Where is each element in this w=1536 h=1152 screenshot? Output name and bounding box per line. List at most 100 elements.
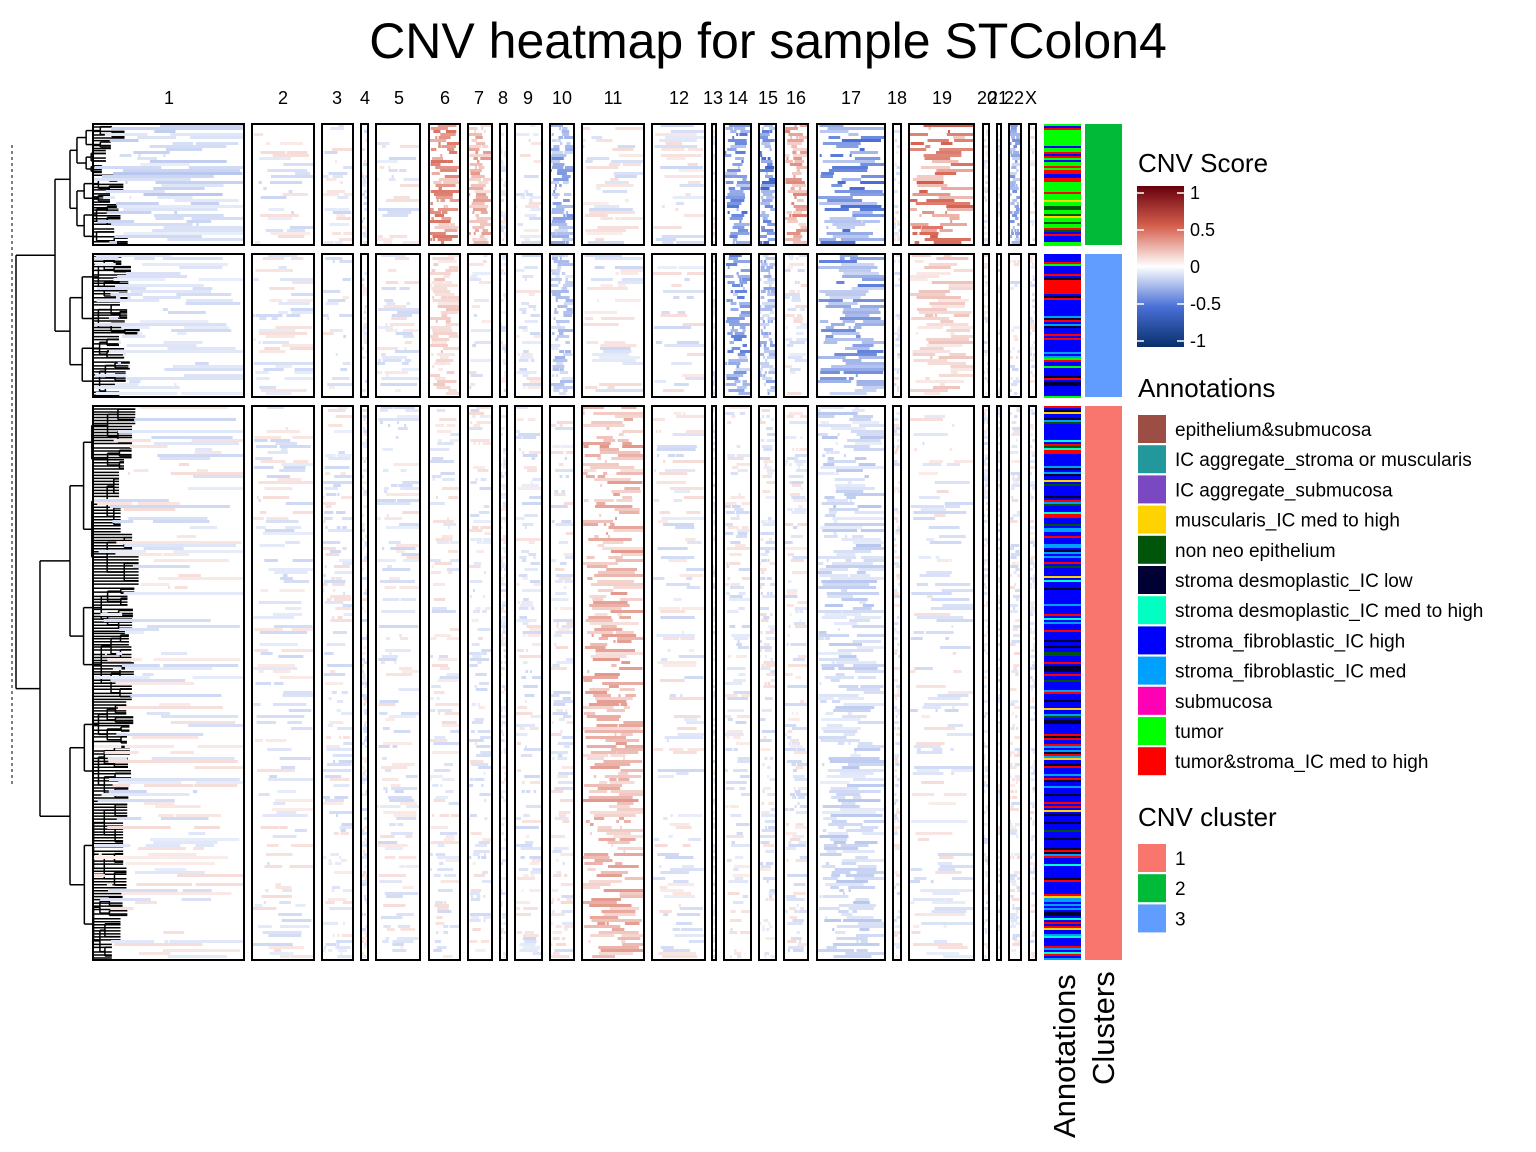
- heatmap-cell: [501, 607, 504, 610]
- heatmap-cell-group: [468, 254, 492, 389]
- heatmap-cell: [503, 223, 506, 226]
- heatmap-cell: [109, 241, 117, 244]
- heatmap-cell: [561, 377, 574, 380]
- heatmap-cell: [1032, 196, 1035, 199]
- heatmap-cell: [949, 353, 966, 356]
- heatmap-cell: [479, 415, 486, 418]
- heatmap-cell: [435, 853, 446, 856]
- heatmap-cell: [474, 154, 479, 157]
- heatmap-cell: [473, 199, 485, 202]
- heatmap-cell: [324, 946, 327, 949]
- heatmap-cell: [861, 175, 885, 178]
- heatmap-cell: [500, 223, 504, 226]
- heatmap-cell: [530, 356, 534, 359]
- heatmap-cell: [1010, 281, 1018, 284]
- heatmap-cell: [985, 166, 989, 169]
- heatmap-cell: [503, 154, 506, 157]
- heatmap-cell: [116, 296, 121, 299]
- heatmap-cell: [269, 952, 291, 955]
- heatmap-cell: [950, 326, 974, 329]
- heatmap-cell: [364, 409, 367, 412]
- heatmap-cell: [799, 326, 808, 329]
- heatmap-cell: [504, 565, 507, 568]
- heatmap-cell: [377, 326, 393, 329]
- heatmap-cell: [864, 383, 885, 386]
- heatmap-cell: [740, 281, 748, 284]
- heatmap-cell: [361, 937, 365, 940]
- heatmap-cell: [361, 955, 364, 958]
- heatmap-cell: [324, 517, 333, 520]
- heatmap-cell: [93, 745, 122, 748]
- chromosome-panel-border: [467, 405, 493, 961]
- heatmap-cell: [391, 484, 398, 487]
- heatmap-cell: [713, 302, 716, 305]
- heatmap-cell: [504, 350, 507, 353]
- heatmap-cell: [759, 323, 767, 326]
- heatmap-cell: [329, 778, 346, 781]
- heatmap-cell: [503, 556, 507, 559]
- heatmap-cell: [104, 751, 139, 754]
- heatmap-cell: [431, 287, 434, 290]
- heatmap-cell: [611, 160, 644, 163]
- heatmap-cell: [441, 217, 452, 220]
- heatmap-cell: [383, 787, 388, 790]
- heatmap-cell: [289, 865, 314, 868]
- heatmap-cell: [1013, 157, 1021, 160]
- heatmap-cell: [713, 254, 716, 257]
- heatmap-cell: [394, 847, 401, 850]
- heatmap-cell: [397, 823, 404, 826]
- heatmap-cell: [147, 625, 169, 628]
- heatmap-cell: [1014, 326, 1021, 329]
- heatmap-cell: [433, 383, 446, 386]
- heatmap-cell: [724, 151, 727, 154]
- heatmap-cell-group: [500, 133, 507, 241]
- heatmap-cell: [760, 290, 766, 293]
- heatmap-cell: [764, 377, 770, 380]
- heatmap-cell: [436, 796, 442, 799]
- heatmap-cell: [950, 371, 958, 374]
- heatmap-cell: [1009, 211, 1013, 214]
- heatmap-cell: [937, 281, 952, 284]
- heatmap-cell: [856, 139, 871, 142]
- heatmap-cell: [439, 418, 457, 421]
- heatmap-cell: [431, 475, 442, 478]
- heatmap-cell: [566, 260, 570, 263]
- heatmap-cell: [111, 223, 193, 226]
- heatmap-cell: [533, 160, 542, 163]
- heatmap-cell: [263, 532, 299, 535]
- heatmap-cell: [787, 266, 790, 269]
- heatmap-cell: [997, 290, 1000, 293]
- heatmap-cell: [613, 172, 644, 175]
- heatmap-cell: [145, 350, 207, 353]
- heatmap-cell: [522, 329, 528, 332]
- heatmap-cell: [196, 266, 223, 269]
- heatmap-cell: [798, 136, 808, 139]
- heatmap-cell: [664, 139, 674, 142]
- heatmap-cell: [388, 766, 406, 769]
- heatmap-cell: [504, 766, 507, 769]
- heatmap-cell: [894, 178, 897, 181]
- heatmap-cell: [477, 160, 480, 163]
- heatmap-cell: [342, 296, 349, 299]
- heatmap-cell: [430, 655, 433, 658]
- heatmap-cell: [143, 802, 175, 805]
- heatmap-cell: [116, 205, 140, 208]
- heatmap-cell: [388, 778, 393, 781]
- heatmap-cell: [362, 619, 367, 622]
- heatmap-cell: [404, 347, 407, 350]
- heatmap-cell: [529, 217, 542, 220]
- heatmap-cell: [126, 272, 181, 275]
- heatmap-cell: [437, 907, 444, 910]
- heatmap-cell: [910, 148, 927, 151]
- heatmap-cell: [362, 841, 365, 844]
- heatmap-cell: [330, 853, 339, 856]
- heatmap-cell: [143, 547, 184, 550]
- heatmap-cell: [845, 314, 870, 317]
- heatmap-cell: [363, 163, 367, 166]
- heatmap-cell: [863, 344, 866, 347]
- heatmap-cell: [624, 199, 629, 202]
- heatmap-cell: [712, 133, 715, 136]
- heatmap-cell: [379, 421, 384, 424]
- heatmap-cell: [712, 130, 715, 133]
- heatmap-cell: [556, 235, 570, 238]
